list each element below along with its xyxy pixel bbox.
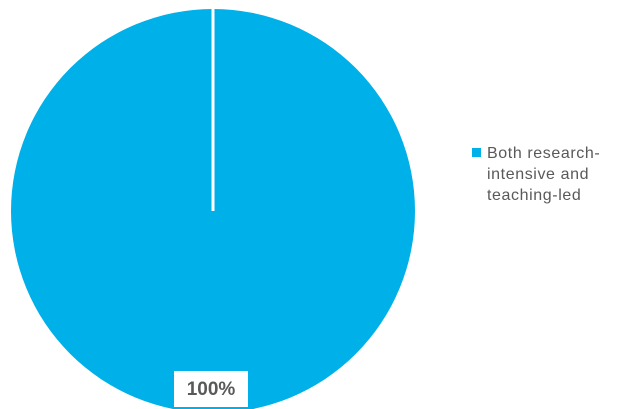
data-label: 100% <box>187 379 236 400</box>
pie-slices <box>11 9 415 409</box>
data-labels: 100% <box>174 371 248 407</box>
legend-swatch <box>472 148 481 157</box>
legend: Both research- intensive and teaching-le… <box>472 143 637 206</box>
data-label-box <box>174 371 248 407</box>
legend-label: Both research- intensive and teaching-le… <box>487 145 601 204</box>
